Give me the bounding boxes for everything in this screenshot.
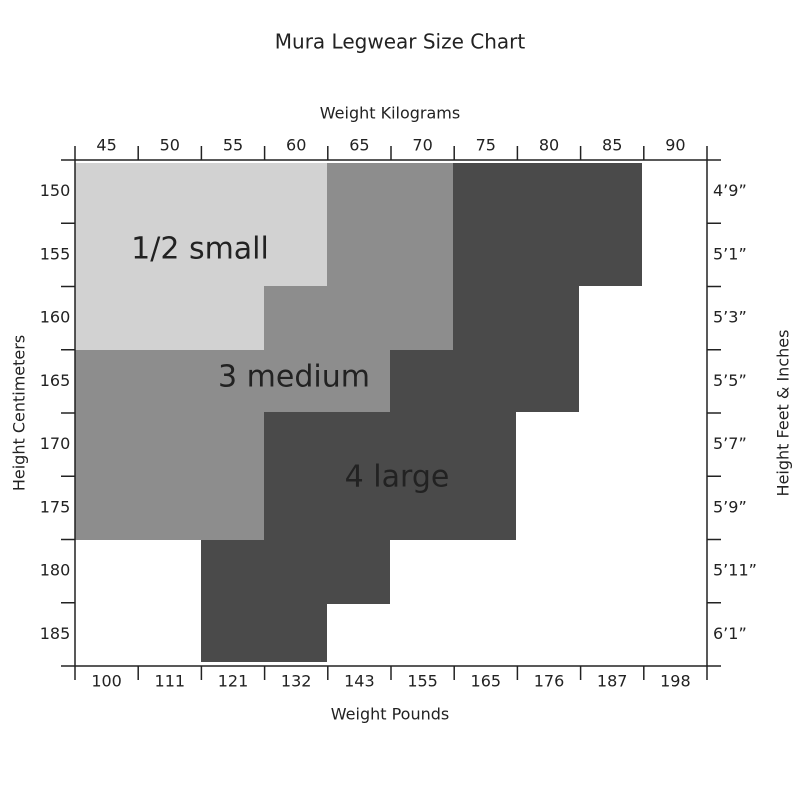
region-label: 1/2 small xyxy=(131,232,269,267)
left-axis-title: Height Centimeters xyxy=(10,335,29,491)
right-tick-label: 4’9” xyxy=(713,181,747,200)
top-axis-title: Weight Kilograms xyxy=(320,104,460,123)
top-tick-label: 50 xyxy=(160,136,180,155)
right-tick-label: 5’5” xyxy=(713,371,747,390)
top-tick-label: 90 xyxy=(665,136,685,155)
right-tick-label: 5’3” xyxy=(713,308,747,327)
right-axis-title: Height Feet & Inches xyxy=(774,330,793,497)
bottom-tick-label: 187 xyxy=(597,672,628,691)
left-tick-label: 185 xyxy=(40,624,71,643)
right-tick-label: 6’1” xyxy=(713,624,747,643)
bottom-tick-label: 165 xyxy=(471,672,502,691)
region-medium xyxy=(75,163,453,540)
left-tick-label: 155 xyxy=(40,244,71,263)
chart-title: Mura Legwear Size Chart xyxy=(275,30,526,54)
top-tick-label: 45 xyxy=(96,136,116,155)
left-tick-label: 165 xyxy=(40,371,71,390)
bottom-axis-title: Weight Pounds xyxy=(331,705,449,724)
top-tick-label: 65 xyxy=(349,136,369,155)
top-tick-label: 60 xyxy=(286,136,306,155)
region-label: 3 medium xyxy=(218,360,370,395)
left-tick-label: 180 xyxy=(40,561,71,580)
bottom-tick-label: 143 xyxy=(344,672,375,691)
bottom-tick-label: 100 xyxy=(91,672,122,691)
region-label: 4 large xyxy=(345,460,450,495)
bottom-tick-label: 132 xyxy=(281,672,312,691)
right-tick-label: 5’7” xyxy=(713,434,747,453)
bottom-tick-label: 198 xyxy=(660,672,691,691)
left-tick-label: 175 xyxy=(40,497,71,516)
left-tick-label: 150 xyxy=(40,181,71,200)
region-large xyxy=(201,163,642,662)
top-tick-label: 75 xyxy=(476,136,496,155)
top-tick-label: 70 xyxy=(412,136,432,155)
top-tick-label: 55 xyxy=(223,136,243,155)
top-tick-label: 85 xyxy=(602,136,622,155)
bottom-tick-label: 155 xyxy=(407,672,438,691)
bottom-tick-label: 176 xyxy=(534,672,565,691)
bottom-tick-label: 121 xyxy=(218,672,249,691)
bottom-tick-label: 111 xyxy=(155,672,186,691)
right-tick-label: 5’9” xyxy=(713,497,747,516)
right-tick-label: 5’1” xyxy=(713,244,747,263)
left-tick-label: 170 xyxy=(40,434,71,453)
right-tick-label: 5’11” xyxy=(713,561,757,580)
left-tick-label: 160 xyxy=(40,308,71,327)
top-tick-label: 80 xyxy=(539,136,559,155)
